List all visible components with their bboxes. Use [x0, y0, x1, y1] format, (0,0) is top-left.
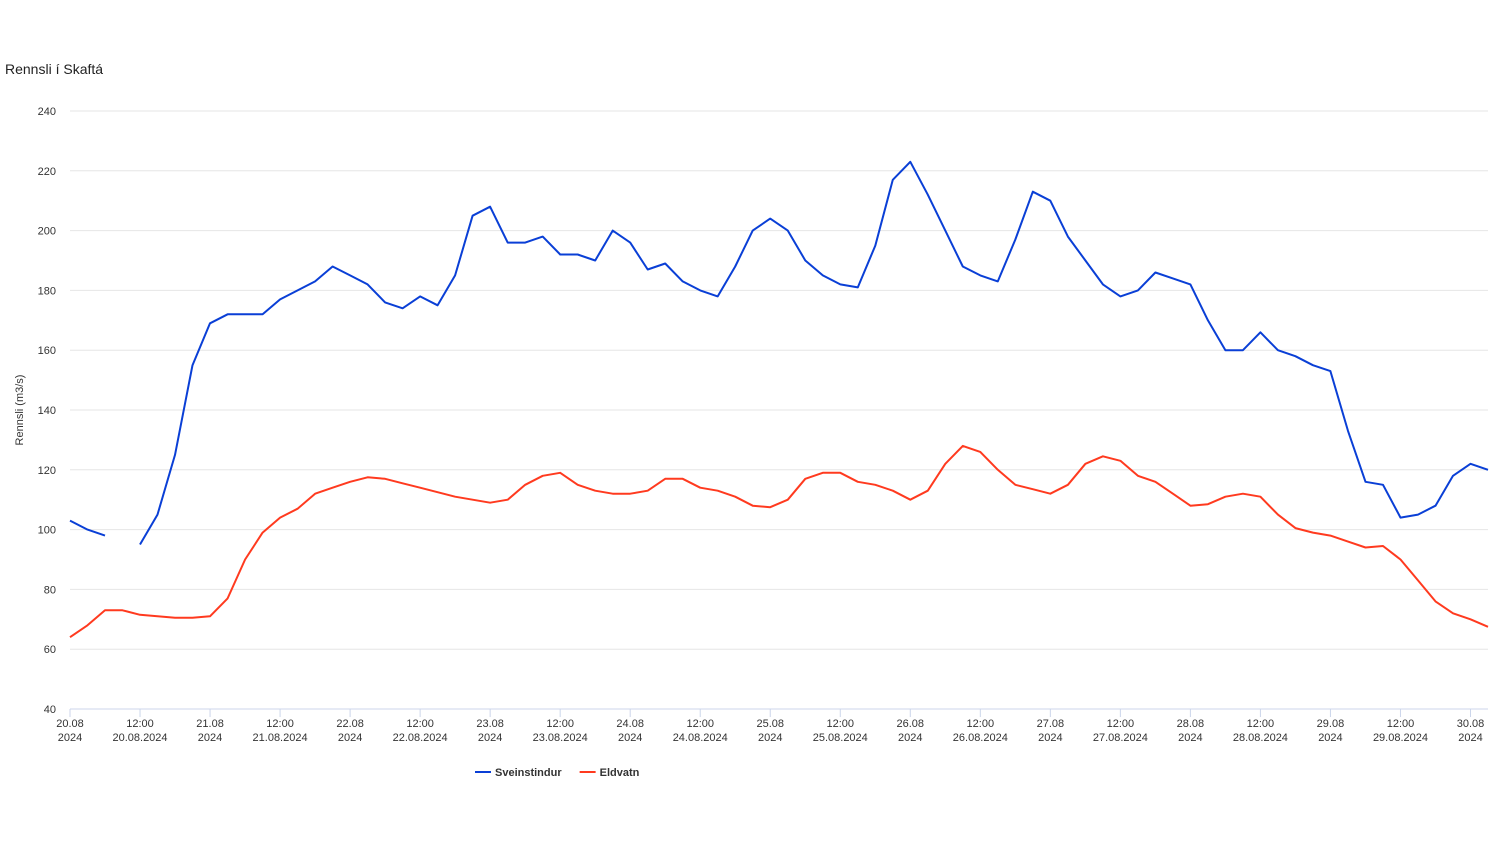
x-tick-label: 12:00 29.08.2024	[1373, 718, 1428, 744]
x-tick-label: 12:00 20.08.2024	[112, 718, 167, 744]
y-axis-label: Rennsli (m3/s)	[14, 375, 26, 446]
x-tick-label: 12:00 25.08.2024	[813, 718, 868, 744]
x-tick-label: 26.08 2024	[897, 718, 925, 744]
y-tick-label: 180	[38, 285, 56, 297]
legend-label: Sveinstindur	[495, 767, 562, 779]
y-tick-label: 100	[38, 525, 56, 537]
y-tick-label: 120	[38, 465, 56, 477]
y-tick-label: 220	[38, 166, 56, 178]
x-tick-label: 12:00 22.08.2024	[393, 718, 448, 744]
x-tick-label: 28.08 2024	[1177, 718, 1205, 744]
x-tick-label: 24.08 2024	[616, 718, 644, 744]
x-tick-label: 21.08 2024	[196, 718, 224, 744]
x-tick-label: 20.08 2024	[56, 718, 84, 744]
y-tick-label: 140	[38, 405, 56, 417]
legend-label: Eldvatn	[600, 767, 640, 779]
x-tick-label: 12:00 28.08.2024	[1233, 718, 1288, 744]
x-tick-label: 27.08 2024	[1037, 718, 1065, 744]
y-tick-label: 40	[44, 704, 56, 716]
x-tick-label: 22.08 2024	[336, 718, 364, 744]
x-tick-label: 29.08 2024	[1317, 718, 1345, 744]
x-tick-label: 12:00 24.08.2024	[673, 718, 728, 744]
data-line	[69, 444, 1489, 639]
y-tick-label: 200	[38, 226, 56, 238]
y-tick-label: 80	[44, 584, 56, 596]
x-tick-label: 30.08 2024	[1457, 718, 1485, 744]
x-tick-label: 12:00 21.08.2024	[253, 718, 308, 744]
y-tick-label: 240	[38, 106, 56, 118]
x-tick-label: 12:00 26.08.2024	[953, 718, 1008, 744]
x-tick-label: 25.08 2024	[756, 718, 784, 744]
y-tick-label: 60	[44, 644, 56, 656]
chart-title: Rennsli í Skaftá	[5, 61, 103, 77]
x-tick-label: 12:00 27.08.2024	[1093, 718, 1148, 744]
x-tick-label: 23.08 2024	[476, 718, 504, 744]
y-tick-label: 160	[38, 345, 56, 357]
x-tick-label: 12:00 23.08.2024	[533, 718, 588, 744]
data-line	[69, 160, 1489, 546]
